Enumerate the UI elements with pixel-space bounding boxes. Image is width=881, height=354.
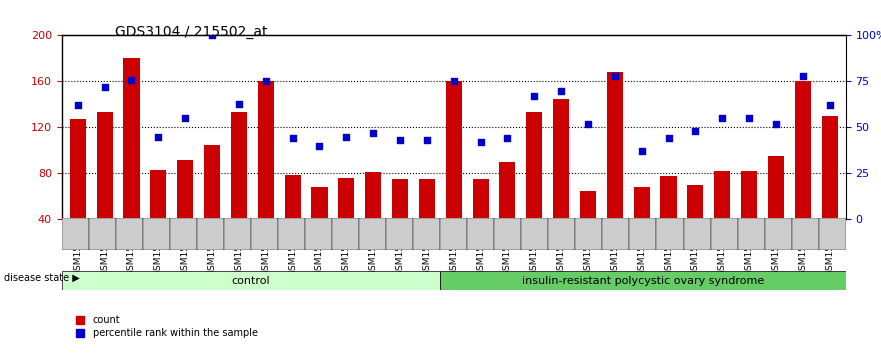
Bar [629, 218, 656, 250]
Bar [62, 218, 89, 250]
Bar [494, 218, 522, 250]
Bar [633, 187, 649, 219]
Bar [204, 145, 220, 219]
Point [581, 121, 595, 127]
Bar [526, 113, 543, 219]
Bar [768, 156, 784, 219]
Point [634, 149, 648, 154]
Point [98, 84, 112, 90]
Bar [418, 179, 435, 219]
Bar [607, 72, 623, 219]
Bar [522, 218, 548, 250]
Bar [278, 218, 305, 250]
Bar [170, 218, 196, 250]
Bar [70, 119, 85, 219]
Bar [97, 113, 113, 219]
Bar [792, 218, 818, 250]
Bar [687, 185, 703, 219]
Bar [580, 191, 596, 219]
Bar [795, 81, 811, 219]
Bar [737, 218, 765, 250]
Bar [359, 218, 386, 250]
Bar [467, 218, 494, 250]
Bar [231, 113, 247, 219]
Point [70, 103, 85, 108]
Bar [365, 172, 381, 219]
Point [823, 103, 837, 108]
Bar [714, 171, 730, 219]
Point [205, 33, 219, 38]
Bar [553, 99, 569, 219]
Bar [392, 179, 408, 219]
Bar [338, 178, 354, 219]
Bar [656, 218, 684, 250]
Bar [386, 218, 413, 250]
Bar [684, 218, 711, 250]
Bar [413, 218, 440, 250]
Point [608, 73, 622, 79]
Bar [818, 218, 846, 250]
Bar [603, 218, 629, 250]
FancyBboxPatch shape [440, 271, 846, 290]
Legend: count, percentile rank within the sample: count, percentile rank within the sample [67, 312, 262, 342]
Bar [765, 218, 792, 250]
Bar [311, 187, 328, 219]
Point [662, 136, 676, 141]
Text: control: control [232, 275, 270, 286]
Bar [500, 162, 515, 219]
Bar [575, 218, 603, 250]
Bar [123, 58, 139, 219]
Bar [285, 175, 300, 219]
Bar [151, 170, 167, 219]
Bar [741, 171, 757, 219]
Point [554, 88, 568, 93]
Text: disease state ▶: disease state ▶ [4, 273, 80, 283]
Point [473, 139, 487, 145]
Point [742, 115, 756, 121]
Point [366, 130, 381, 136]
Bar [446, 81, 462, 219]
Bar [661, 176, 677, 219]
Point [313, 143, 327, 149]
Bar [224, 218, 251, 250]
Text: insulin-resistant polycystic ovary syndrome: insulin-resistant polycystic ovary syndr… [522, 275, 764, 286]
Point [285, 136, 300, 141]
FancyBboxPatch shape [62, 271, 440, 290]
Bar [305, 218, 332, 250]
Bar [332, 218, 359, 250]
Point [796, 73, 810, 79]
Point [769, 121, 783, 127]
Bar [711, 218, 737, 250]
Point [124, 77, 138, 82]
Bar [143, 218, 170, 250]
Bar [440, 218, 467, 250]
Bar [177, 160, 193, 219]
Point [152, 134, 166, 139]
Point [393, 137, 407, 143]
Point [688, 128, 702, 134]
Point [447, 79, 461, 84]
Text: GDS3104 / 215502_at: GDS3104 / 215502_at [115, 25, 267, 39]
Bar [257, 81, 274, 219]
Bar [822, 116, 838, 219]
Point [339, 134, 353, 139]
Bar [115, 218, 143, 250]
Point [420, 137, 434, 143]
Point [232, 101, 246, 106]
Point [178, 115, 192, 121]
Bar [89, 218, 115, 250]
Point [259, 79, 273, 84]
Bar [472, 179, 489, 219]
Point [527, 93, 541, 99]
Point [715, 115, 729, 121]
Bar [548, 218, 575, 250]
Bar [251, 218, 278, 250]
Bar [196, 218, 224, 250]
Point [500, 136, 515, 141]
